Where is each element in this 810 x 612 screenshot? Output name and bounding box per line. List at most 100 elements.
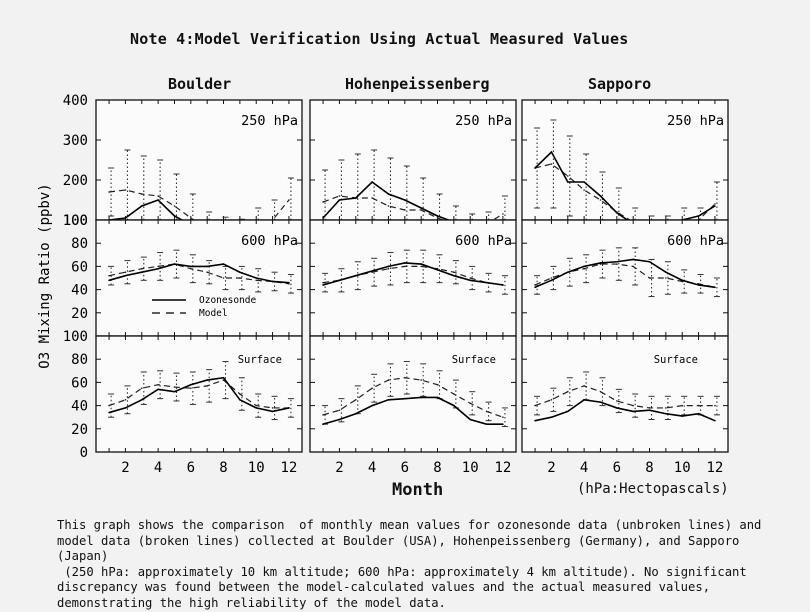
ozonesonde-point [469, 418, 472, 421]
ozonesonde-point [222, 263, 225, 265]
model-point [583, 267, 585, 270]
x-tick-label: 4 [580, 460, 588, 476]
ozonesonde-point [288, 281, 290, 284]
ozonesonde-point [714, 286, 716, 289]
ozonesonde-point [665, 271, 667, 274]
ozonesonde-point [387, 193, 390, 195]
ozonesonde-point [616, 260, 618, 263]
ozonesonde-point [322, 284, 324, 286]
ozonesonde-line [108, 263, 289, 284]
x-tick-label: 2 [547, 460, 555, 476]
model-point [469, 402, 472, 405]
model-point [140, 387, 143, 390]
model-point [632, 404, 634, 407]
ozonesonde-point [550, 416, 553, 419]
ozonesonde-point [271, 410, 274, 413]
ozonesonde-point [338, 418, 341, 421]
ozonesonde-point [354, 412, 357, 415]
x-tick-label: 4 [368, 460, 376, 476]
ozonesonde-point [665, 412, 667, 415]
ozonesonde-point [239, 271, 241, 274]
model-point [566, 390, 569, 393]
model-point [485, 410, 488, 413]
model-point [140, 267, 143, 270]
ozonesonde-point [502, 423, 504, 425]
model-point [420, 265, 422, 268]
model-point [124, 399, 127, 401]
ozonesonde-point [322, 217, 324, 219]
ozonesonde-point [648, 409, 651, 412]
site-title-boulder: Boulder [168, 75, 232, 93]
ozonesonde-point [485, 281, 488, 284]
ozonesonde-point [453, 274, 455, 277]
model-point [354, 399, 357, 401]
ozonesonde-line [534, 398, 716, 422]
model-point [322, 414, 324, 416]
ozonesonde-point [599, 195, 602, 197]
level-label: 600 hPa [455, 233, 512, 249]
model-point [632, 265, 634, 268]
model-point [616, 400, 618, 402]
panel-frame [521, 335, 729, 453]
level-label: 600 hPa [241, 233, 298, 249]
ozonesonde-point [354, 274, 357, 277]
ozonesonde-point [140, 271, 143, 274]
ozonesonde-point [534, 167, 536, 169]
ozonesonde-point [140, 399, 143, 401]
ozonesonde-point [371, 181, 373, 183]
ozonesonde-point [206, 265, 208, 268]
model-line [534, 385, 715, 409]
model-point [124, 271, 127, 274]
ozonesonde-point [681, 415, 684, 417]
ozonesonde-point [140, 205, 143, 207]
legend: Ozonesonde Model [152, 295, 256, 319]
model-point [108, 274, 110, 277]
panel-frame [309, 335, 517, 453]
model-point [387, 379, 390, 381]
x-tick-label: 8 [645, 460, 653, 476]
ozonesonde-point [371, 270, 373, 272]
y-tick-label: 400 [63, 93, 88, 109]
ozonesonde-point [322, 423, 324, 425]
x-tick-label: 12 [280, 460, 297, 476]
ozonesonde-point [338, 279, 341, 282]
site-title-sapporo: Sapporo [588, 75, 652, 93]
ozonesonde-point [632, 258, 634, 261]
ozonesonde-point [453, 404, 455, 407]
ozonesonde-point [420, 207, 422, 209]
model-point [599, 199, 602, 201]
ozonesonde-line [322, 262, 504, 286]
panel-boulder-600-hpa: 600 hPa [95, 219, 303, 337]
ozonesonde-point [714, 419, 716, 422]
ozonesonde-point [288, 407, 290, 409]
ozonesonde-point [157, 199, 159, 201]
ozonesonde-point [550, 151, 553, 153]
x-tick-label: 10 [248, 460, 265, 476]
ozonesonde-point [583, 265, 585, 268]
model-point [404, 376, 406, 379]
panel-frame [95, 335, 303, 453]
ozonesonde-point [173, 263, 176, 265]
ozonesonde-point [436, 215, 439, 217]
model-point [387, 205, 390, 207]
model-point [322, 201, 324, 203]
y-tick-label: 20 [71, 306, 88, 322]
x-tick-label: 6 [187, 460, 195, 476]
model-point [469, 277, 472, 279]
model-point [255, 279, 258, 282]
model-point [714, 404, 716, 407]
ozonesonde-point [173, 215, 176, 217]
y-tick-label: 60 [71, 375, 88, 391]
model-point [271, 407, 274, 409]
ozonesonde-point [648, 260, 651, 263]
model-point [550, 163, 553, 165]
y-axis-label: O3 Mixing Ratio (ppbv) [37, 183, 53, 368]
y-tick-label: 300 [63, 133, 88, 149]
x-tick-label: 6 [401, 460, 409, 476]
model-point [239, 393, 241, 395]
ozonesonde-point [404, 397, 406, 400]
ozonesonde-point [583, 399, 585, 401]
ozonesonde-point [354, 197, 357, 199]
legend-model-label: Model [199, 308, 228, 319]
